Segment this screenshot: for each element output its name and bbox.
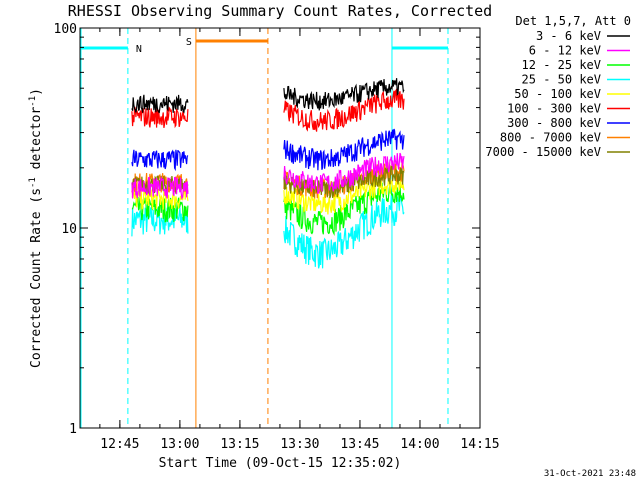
x-tick-label: 12:45 (100, 437, 139, 452)
legend-title: Det 1,5,7, Att 0 (515, 14, 631, 28)
series-line (131, 106, 189, 129)
data-layer: NS (80, 28, 449, 428)
chart-title: RHESSI Observing Summary Count Rates, Co… (68, 2, 492, 20)
flag-label: N (136, 44, 142, 55)
timestamp: 31-Oct-2021 23:48 (544, 469, 636, 479)
y-axis-label-main: Corrected Count Rate (s (29, 188, 44, 368)
series-line (283, 78, 405, 111)
legend-entry-label: 25 - 50 keV (522, 73, 601, 87)
x-tick-label: 13:15 (220, 437, 259, 452)
series-line (131, 207, 189, 237)
legend-entry-label: 300 - 800 keV (507, 116, 601, 130)
y-axis-label-sup1: -1 (28, 177, 38, 188)
y-axis: 1 10 100 (54, 22, 480, 437)
series-line (283, 195, 405, 269)
y-axis-label-sup2: -1 (28, 96, 38, 107)
legend-entry-label: 12 - 25 keV (522, 58, 601, 72)
y-axis-label-end: ) (29, 88, 44, 96)
x-tick-label: 13:45 (340, 437, 379, 452)
legend-entry-label: 7000 - 15000 keV (485, 145, 601, 159)
y-tick-label: 100 (54, 22, 77, 37)
x-axis: 12:45 13:00 13:15 13:30 13:45 14:00 14:15 (99, 28, 500, 452)
y-tick-label: 1 (69, 422, 77, 437)
legend-entry-label: 6 - 12 keV (529, 44, 601, 58)
y-axis-label-mid: detector (29, 107, 44, 178)
y-axis-label: Corrected Count Rate (s-1 detector-1) (28, 88, 44, 368)
series-line (283, 128, 405, 171)
legend-entry-label: 100 - 300 keV (507, 102, 601, 116)
x-axis-label: Start Time (09-Oct-15 12:35:02) (159, 456, 402, 471)
series-line (131, 94, 189, 114)
y-tick-label: 10 (61, 222, 77, 237)
series-line (283, 173, 405, 215)
x-tick-label: 13:00 (160, 437, 199, 452)
plot-frame (79, 27, 481, 429)
flag-label: S (186, 37, 192, 48)
series-line (283, 88, 405, 132)
x-tick-label: 14:15 (460, 437, 499, 452)
series-line (131, 149, 189, 172)
series-line (131, 175, 189, 200)
series-line (283, 152, 405, 195)
legend-entry-label: 3 - 6 keV (536, 29, 601, 43)
legend-entry-label: 800 - 7000 keV (500, 131, 601, 145)
x-tick-label: 13:30 (280, 437, 319, 452)
x-tick-label: 14:00 (400, 437, 439, 452)
legend-entry-label: 50 - 100 keV (514, 87, 601, 101)
